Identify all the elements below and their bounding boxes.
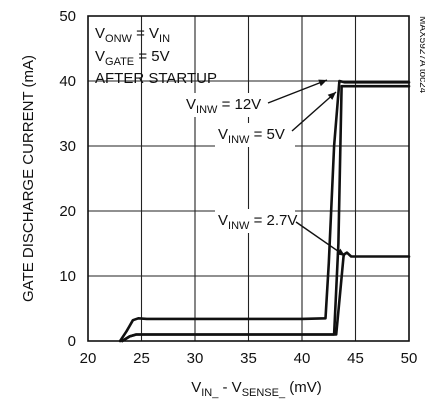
y-tick-label: 40: [59, 73, 76, 90]
annotations: VONW = VIN VGATE = 5V AFTER STARTUP VINW = …: [95, 25, 346, 257]
series-label-bg: [183, 93, 263, 117]
x-axis-label: VIN_ - VSENSE_ (mV): [191, 379, 322, 399]
series-arrow-head: [318, 79, 327, 87]
series-label-0: VINW = 12V: [186, 96, 261, 116]
y-tick-label: 20: [59, 203, 76, 220]
series-label-bg: [215, 123, 295, 147]
x-tick-label: 35: [240, 350, 257, 367]
series-line-0: [118, 79, 411, 343]
condition-text-2: AFTER STARTUP: [95, 70, 217, 87]
series-arrow-line: [291, 91, 337, 132]
condition-text-0: VONW = VIN: [95, 25, 170, 45]
series-arrow-head: [336, 248, 345, 256]
series-line-2: [120, 251, 411, 343]
condition-text-1: VGATE = 5V: [95, 48, 170, 68]
tick-labels: 20 25 30 35 40 45 50 0 10 20 30 40 50: [59, 8, 417, 367]
plot-frame: [87, 15, 410, 342]
watermark: MAX5927A toc24: [417, 16, 425, 94]
series-arrow-line: [267, 79, 328, 104]
series-label-1: VINW = 5V: [218, 126, 285, 146]
x-tick-label: 30: [187, 350, 204, 367]
y-tick-label: 0: [68, 333, 76, 350]
data-curves: [118, 79, 411, 343]
series-label-2: VINW = 2.7V: [218, 212, 297, 232]
y-tick-label: 50: [59, 8, 76, 25]
x-tick-label: 45: [347, 350, 364, 367]
y-axis-label: GATE DISCHARGE CURRENT (mA): [20, 55, 37, 302]
x-tick-label: 20: [80, 350, 97, 367]
series-arrow-head: [327, 92, 336, 100]
series-label-bg: [215, 209, 295, 233]
x-tick-label: 50: [401, 350, 418, 367]
x-tick-label: 25: [133, 350, 150, 367]
y-tick-label: 10: [59, 268, 76, 285]
series-arrow-line: [295, 221, 346, 257]
x-tick-label: 40: [294, 350, 311, 367]
y-tick-label: 30: [59, 138, 76, 155]
